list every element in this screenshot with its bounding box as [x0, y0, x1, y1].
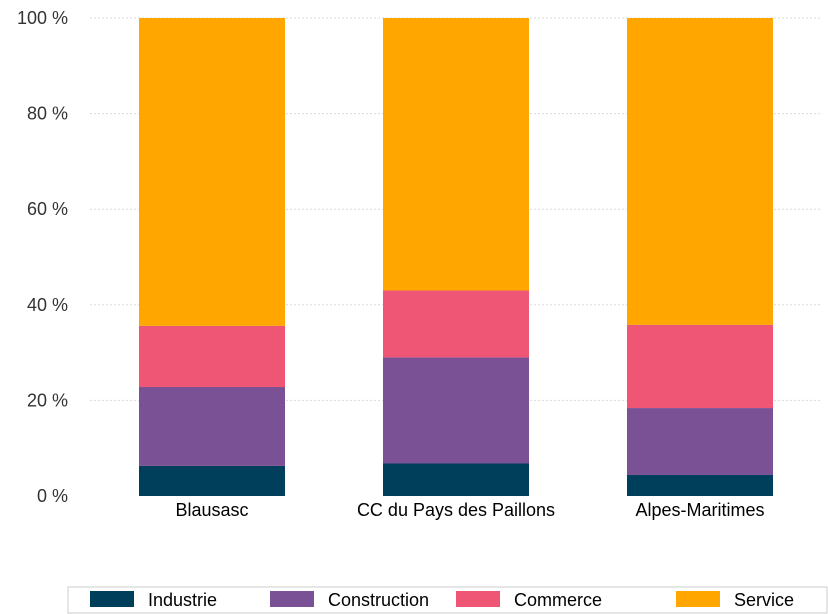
bar-segment-industrie	[383, 463, 529, 496]
legend-frame	[67, 586, 828, 614]
bar-segment-industrie	[139, 465, 285, 496]
legend: Industrie Construction Commerce Service	[67, 586, 828, 614]
legend-swatch-industrie	[90, 591, 134, 607]
legend-label: Construction	[328, 590, 429, 610]
category-label: Blausasc	[175, 500, 248, 520]
legend-label: Industrie	[148, 590, 217, 610]
x-axis-labels: Blausasc CC du Pays des Paillons Alpes-Mar…	[175, 500, 764, 520]
legend-swatch-construction	[270, 591, 314, 607]
bar-segment-service	[383, 18, 529, 291]
legend-label: Service	[734, 590, 794, 610]
y-tick-label: 80 %	[27, 104, 68, 124]
y-tick-label: 60 %	[27, 199, 68, 219]
y-tick-label: 20 %	[27, 390, 68, 410]
bar-segment-commerce	[627, 324, 773, 409]
legend-swatch-service	[676, 591, 720, 607]
legend-swatch-commerce	[456, 591, 500, 607]
bar-segment-service	[139, 18, 285, 326]
category-label: CC du Pays des Paillons	[357, 500, 555, 520]
bar-segment-construction	[383, 357, 529, 464]
bars	[139, 18, 773, 496]
bar-segment-commerce	[383, 290, 529, 358]
bar-segment-construction	[139, 387, 285, 466]
bar-segment-industrie	[627, 474, 773, 496]
bar-segment-service	[627, 18, 773, 325]
category-label: Alpes-Maritimes	[635, 500, 764, 520]
bar-segment-construction	[627, 408, 773, 475]
bar-segment-commerce	[139, 325, 285, 388]
y-tick-label: 100 %	[17, 8, 68, 28]
y-axis-ticks: 0 % 20 % 40 % 60 % 80 % 100 %	[17, 8, 68, 506]
legend-label: Commerce	[514, 590, 602, 610]
y-tick-label: 0 %	[37, 486, 68, 506]
y-tick-label: 40 %	[27, 295, 68, 315]
